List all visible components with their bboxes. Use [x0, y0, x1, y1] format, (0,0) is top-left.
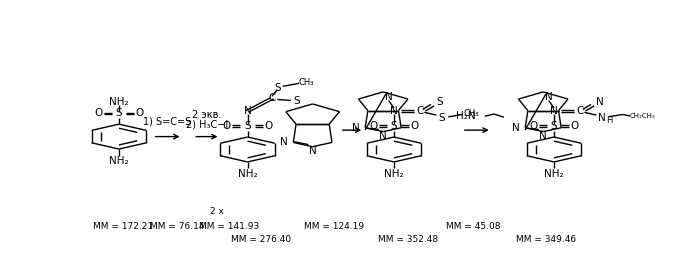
Text: MM = 124.19: MM = 124.19 [304, 222, 365, 231]
Text: 2 x: 2 x [209, 207, 223, 216]
Text: S: S [244, 121, 251, 131]
Text: S: S [274, 83, 281, 93]
Text: N: N [309, 146, 316, 156]
Text: N: N [550, 106, 558, 116]
Text: MM = 276.40: MM = 276.40 [231, 235, 291, 244]
Text: O: O [370, 121, 377, 131]
Text: CH₂CH₃: CH₂CH₃ [630, 112, 655, 119]
Text: NH₂: NH₂ [384, 169, 404, 179]
Text: 1) S=C=S: 1) S=C=S [144, 117, 192, 127]
Text: O: O [570, 121, 579, 131]
Text: N: N [545, 92, 552, 102]
Text: N: N [598, 113, 606, 123]
Text: C: C [576, 106, 584, 116]
Text: O: O [223, 121, 231, 131]
Text: O: O [264, 121, 272, 131]
Text: O: O [410, 121, 419, 131]
Text: 2) H₃C−I: 2) H₃C−I [186, 120, 228, 130]
Text: C: C [416, 106, 424, 116]
Text: S: S [551, 121, 557, 131]
Text: N: N [596, 97, 604, 107]
Text: MM = 172.21: MM = 172.21 [93, 222, 153, 231]
Text: NH₂: NH₂ [109, 156, 129, 166]
Text: N: N [351, 123, 359, 133]
Text: MM = 45.08: MM = 45.08 [446, 222, 500, 231]
Text: N: N [244, 106, 251, 116]
Text: S: S [293, 95, 300, 105]
Text: 2 экв.: 2 экв. [193, 110, 221, 120]
Text: S: S [437, 97, 443, 107]
Text: O: O [136, 109, 144, 118]
Text: N: N [390, 106, 398, 116]
Text: C: C [268, 93, 276, 103]
Text: S: S [391, 121, 398, 131]
Text: S: S [438, 113, 445, 123]
Text: N: N [280, 138, 288, 147]
Text: N: N [379, 131, 387, 141]
Text: N: N [512, 123, 519, 133]
Text: N: N [539, 131, 547, 141]
Text: NH₂: NH₂ [238, 169, 258, 179]
Text: H₂N: H₂N [456, 111, 476, 121]
Text: O: O [94, 109, 102, 118]
Text: NH₂: NH₂ [109, 97, 129, 107]
Text: CH₃: CH₃ [463, 109, 479, 118]
Text: O: O [529, 121, 538, 131]
Text: MM = 352.48: MM = 352.48 [378, 235, 438, 244]
Text: MM = 76.14: MM = 76.14 [150, 222, 204, 231]
Text: N: N [385, 92, 393, 102]
Text: MM = 349.46: MM = 349.46 [516, 235, 576, 244]
Text: MM = 141.93: MM = 141.93 [199, 222, 259, 231]
Text: CH₃: CH₃ [299, 78, 314, 87]
Text: S: S [116, 109, 122, 118]
Text: NH₂: NH₂ [544, 169, 564, 179]
Text: H: H [606, 116, 612, 126]
